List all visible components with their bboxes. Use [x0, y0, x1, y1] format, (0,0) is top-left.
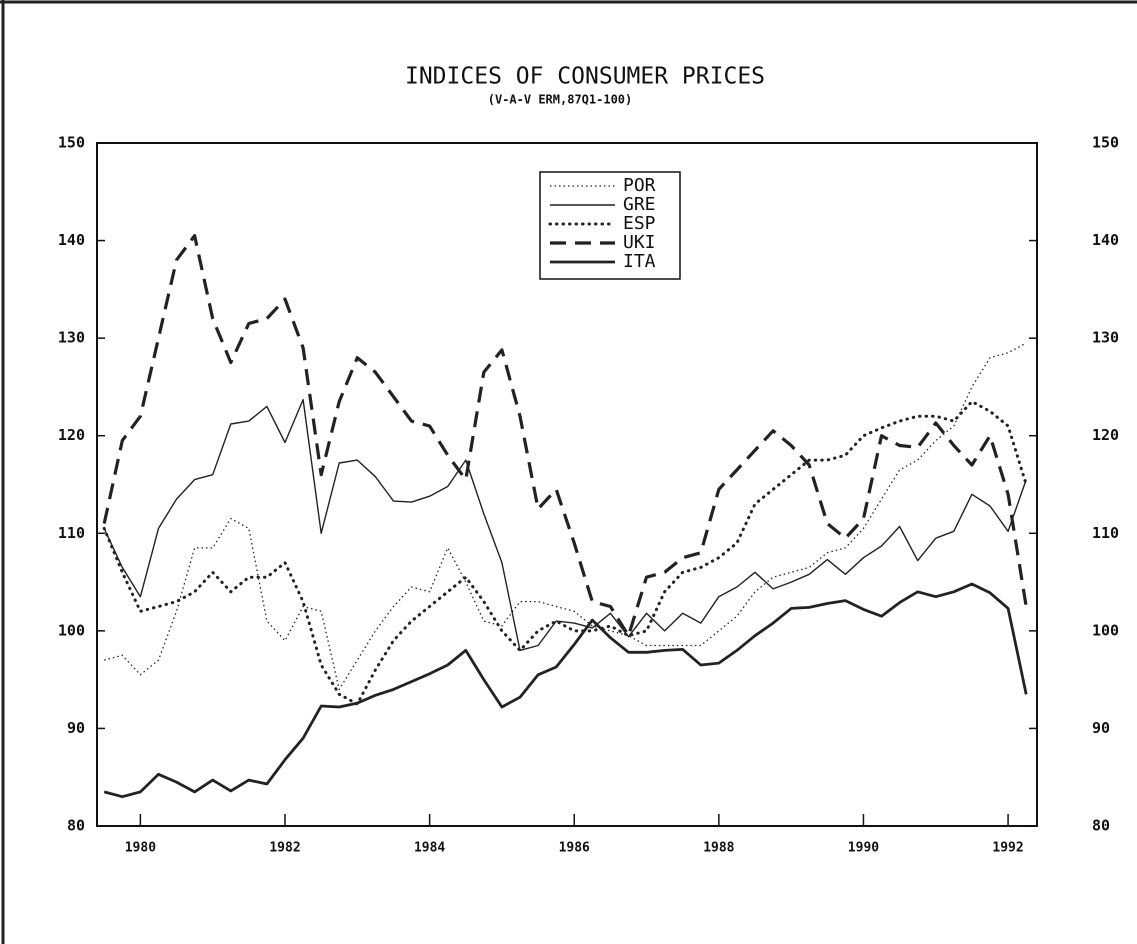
series-line: [102, 400, 1028, 706]
y2-tick-label: 100: [1092, 621, 1119, 639]
y-tick-label: 150: [58, 134, 85, 152]
x-tick-label: 1984: [414, 841, 445, 856]
legend-label: POR: [623, 175, 656, 196]
legend-label: GRE: [623, 194, 656, 215]
x-tick-label: 1980: [125, 841, 156, 856]
y2-tick-label: 80: [1092, 817, 1110, 835]
y-tick-label: 120: [58, 426, 85, 444]
chart-title: INDICES OF CONSUMER PRICES: [405, 64, 765, 90]
y2-tick-label: 90: [1092, 719, 1110, 737]
legend-label: ESP: [623, 213, 656, 234]
y-tick-label: 80: [67, 817, 85, 835]
series-line: [103, 398, 1027, 652]
chart-subtitle: (V-A-V ERM,87Q1-100): [488, 93, 633, 107]
plot-frame: [96, 142, 1038, 827]
x-tick-label: 1986: [559, 841, 590, 856]
x-tick-label: 1982: [269, 841, 300, 856]
x-tick-label: 1988: [703, 841, 734, 856]
y2-tick-label: 130: [1092, 329, 1119, 347]
series-line: [102, 234, 1028, 638]
series-line: [103, 582, 1028, 799]
y2-tick-label: 110: [1092, 524, 1119, 542]
x-tick-label: 1990: [848, 841, 879, 856]
y-tick-label: 140: [58, 231, 85, 249]
y2-tick-label: 120: [1092, 426, 1119, 444]
x-tick-label: 1992: [992, 841, 1023, 856]
y2-tick-label: 150: [1092, 134, 1119, 152]
y-tick-label: 100: [58, 621, 85, 639]
y-tick-label: 130: [58, 329, 85, 347]
legend-label: UKI: [623, 232, 656, 253]
legend-label: ITA: [623, 251, 656, 272]
y2-tick-label: 140: [1092, 231, 1119, 249]
series-line: [104, 342, 1027, 691]
y-tick-label: 110: [58, 524, 85, 542]
y-tick-label: 90: [67, 719, 85, 737]
